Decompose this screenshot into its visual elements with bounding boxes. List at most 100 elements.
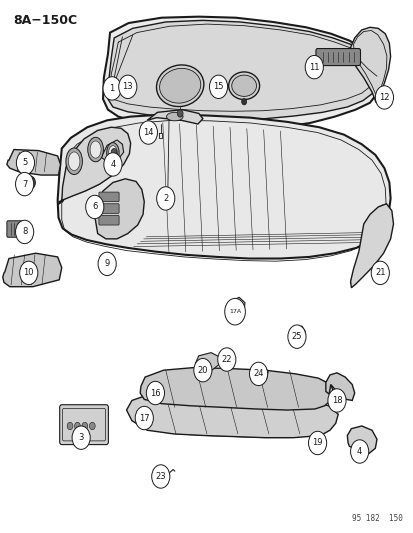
- Circle shape: [89, 422, 95, 430]
- Text: 20: 20: [197, 366, 208, 375]
- Circle shape: [74, 422, 80, 430]
- Circle shape: [217, 348, 235, 371]
- Polygon shape: [325, 373, 354, 400]
- Circle shape: [312, 433, 323, 448]
- FancyBboxPatch shape: [7, 221, 24, 237]
- Text: 4: 4: [110, 160, 115, 169]
- Text: 25: 25: [291, 332, 301, 341]
- Circle shape: [224, 298, 245, 325]
- Polygon shape: [101, 140, 123, 161]
- Circle shape: [67, 422, 73, 430]
- Text: 24: 24: [253, 369, 263, 378]
- Circle shape: [156, 466, 168, 481]
- FancyBboxPatch shape: [315, 49, 360, 66]
- Polygon shape: [95, 179, 144, 239]
- Polygon shape: [225, 297, 244, 319]
- Circle shape: [375, 86, 392, 109]
- Polygon shape: [288, 326, 304, 345]
- Text: 10: 10: [24, 269, 34, 277]
- Polygon shape: [350, 204, 392, 288]
- Ellipse shape: [90, 141, 101, 158]
- Circle shape: [209, 75, 227, 99]
- FancyBboxPatch shape: [99, 192, 119, 201]
- Text: 17A: 17A: [228, 309, 240, 314]
- Text: 11: 11: [308, 63, 319, 71]
- Text: 21: 21: [374, 269, 385, 277]
- Ellipse shape: [231, 75, 256, 96]
- Ellipse shape: [88, 138, 103, 162]
- Text: 16: 16: [150, 389, 160, 398]
- Circle shape: [308, 431, 326, 455]
- Circle shape: [139, 121, 157, 144]
- Polygon shape: [103, 17, 380, 130]
- Circle shape: [111, 149, 117, 156]
- Text: 95 182  150: 95 182 150: [351, 514, 402, 523]
- Circle shape: [241, 99, 246, 105]
- Circle shape: [17, 151, 34, 174]
- Text: 22: 22: [221, 355, 232, 364]
- Circle shape: [16, 172, 33, 196]
- Circle shape: [350, 440, 368, 463]
- Ellipse shape: [159, 68, 200, 103]
- Polygon shape: [3, 253, 62, 287]
- Polygon shape: [195, 353, 219, 370]
- Text: 7: 7: [22, 180, 27, 189]
- Polygon shape: [58, 127, 131, 204]
- Ellipse shape: [107, 143, 119, 163]
- Circle shape: [72, 426, 90, 449]
- Circle shape: [287, 325, 305, 349]
- Circle shape: [146, 381, 164, 405]
- Polygon shape: [126, 393, 337, 438]
- Ellipse shape: [156, 65, 203, 107]
- Polygon shape: [347, 426, 376, 454]
- Polygon shape: [108, 20, 376, 120]
- FancyBboxPatch shape: [99, 204, 119, 213]
- Ellipse shape: [228, 72, 259, 100]
- Ellipse shape: [380, 93, 389, 102]
- Text: 17: 17: [139, 414, 149, 423]
- Text: 5: 5: [23, 158, 28, 167]
- Circle shape: [103, 77, 121, 100]
- Circle shape: [304, 55, 323, 79]
- Circle shape: [25, 176, 35, 189]
- Text: 1: 1: [109, 84, 114, 93]
- Circle shape: [98, 252, 116, 276]
- Circle shape: [177, 110, 183, 117]
- Circle shape: [104, 153, 122, 176]
- Polygon shape: [140, 368, 333, 410]
- Ellipse shape: [108, 146, 117, 160]
- Text: 23: 23: [155, 472, 166, 481]
- Circle shape: [370, 261, 389, 285]
- Circle shape: [193, 359, 211, 382]
- Ellipse shape: [166, 112, 183, 121]
- Circle shape: [135, 406, 153, 430]
- Text: 14: 14: [143, 128, 153, 137]
- Text: 13: 13: [122, 82, 133, 91]
- FancyBboxPatch shape: [99, 215, 119, 225]
- FancyBboxPatch shape: [59, 405, 108, 445]
- Circle shape: [327, 389, 345, 412]
- Circle shape: [16, 220, 33, 244]
- Circle shape: [156, 187, 174, 210]
- Circle shape: [85, 195, 104, 219]
- Text: 19: 19: [311, 439, 322, 448]
- Text: 15: 15: [213, 82, 223, 91]
- Text: 2: 2: [163, 194, 168, 203]
- Text: 9: 9: [104, 260, 109, 268]
- Ellipse shape: [68, 152, 80, 171]
- Circle shape: [249, 362, 267, 385]
- Text: 3: 3: [78, 433, 84, 442]
- Polygon shape: [147, 110, 202, 124]
- Circle shape: [20, 261, 38, 285]
- Text: 12: 12: [378, 93, 389, 102]
- Circle shape: [119, 75, 137, 99]
- Circle shape: [151, 465, 169, 488]
- Polygon shape: [57, 115, 390, 259]
- Text: 18: 18: [331, 396, 342, 405]
- Ellipse shape: [66, 148, 82, 174]
- Circle shape: [224, 353, 232, 364]
- Text: 4: 4: [356, 447, 361, 456]
- Polygon shape: [350, 27, 390, 103]
- Text: 8: 8: [22, 228, 27, 237]
- Polygon shape: [7, 150, 60, 175]
